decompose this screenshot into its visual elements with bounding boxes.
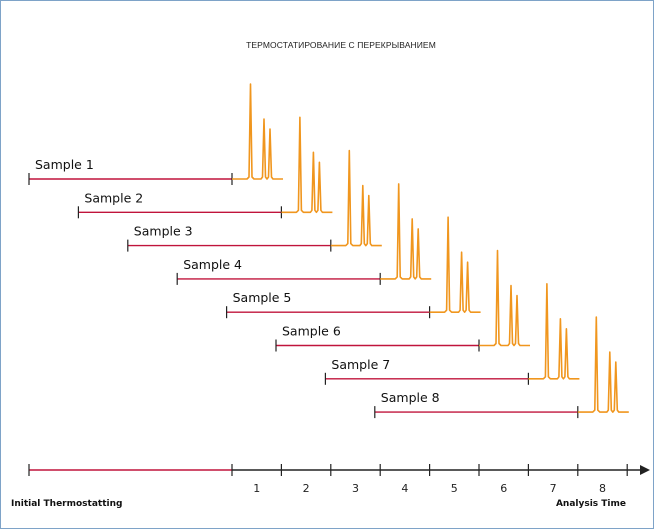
sample-row: Sample 2: [77, 116, 333, 219]
sample-row: Sample 5: [226, 216, 481, 319]
axis-tick-label: 2: [303, 482, 310, 495]
analysis-time-label: Analysis Time: [556, 499, 626, 509]
chromatogram-peaks: [380, 183, 432, 280]
sample-label: Sample 1: [35, 157, 94, 172]
sample-row: Sample 3: [127, 149, 382, 252]
sample-label: Sample 3: [134, 224, 193, 239]
sample-row: Sample 8: [374, 316, 629, 419]
sample-label: Sample 6: [282, 324, 341, 339]
axis-tick-label: 8: [599, 482, 606, 495]
sample-label: Sample 2: [84, 190, 143, 205]
axis-tick-label: 5: [451, 482, 458, 495]
sample-label: Sample 8: [381, 390, 440, 405]
axis-tick-label: 3: [352, 482, 359, 495]
axis-tick-label: 4: [401, 482, 408, 495]
axis-tick-label: 1: [253, 482, 260, 495]
sample-row: Sample 1: [28, 83, 283, 185]
axis-tick-label: 7: [550, 482, 557, 495]
sample-row: Sample 7: [324, 282, 580, 385]
sample-label: Sample 7: [331, 357, 390, 372]
sample-row: Sample 6: [275, 249, 530, 352]
chromatogram-peaks: [528, 282, 580, 380]
time-axis: 1 2 3 4 5 6 7 8: [28, 464, 650, 495]
chromatogram-peaks: [577, 316, 629, 413]
initial-thermostatting-label: Initial Thermostatting: [11, 499, 122, 509]
chromatogram-peaks: [330, 149, 382, 247]
sample-row: Sample 4: [176, 183, 432, 285]
axis-tick-label: 6: [500, 482, 507, 495]
chromatogram-peaks: [429, 216, 481, 314]
chromatogram-peaks: [479, 249, 530, 347]
sample-label: Sample 4: [183, 257, 242, 272]
chromatogram-peaks: [281, 116, 333, 214]
samples: Sample 1 Sample 2 Sample 3 Sample 4 Sample 5…: [28, 83, 629, 419]
diagram-title: ТЕРМОСТАТИРОВАНИЕ С ПЕРЕКРЫВАНИЕМ: [246, 40, 436, 50]
chromatogram-peaks: [232, 83, 283, 180]
sample-label: Sample 5: [233, 290, 292, 305]
